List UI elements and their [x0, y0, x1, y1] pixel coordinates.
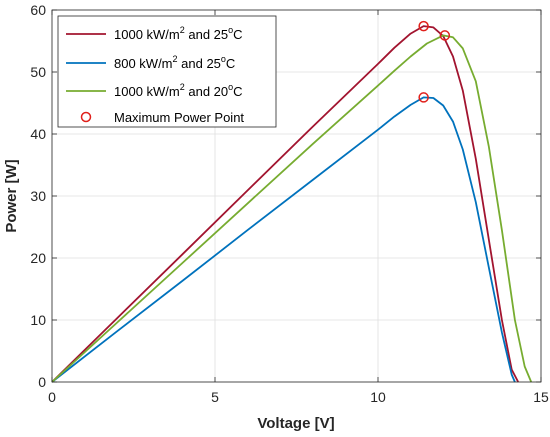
y-tick-label: 40	[30, 126, 46, 142]
x-tick-label: 10	[370, 389, 386, 405]
y-tick-label: 50	[30, 64, 46, 80]
max-power-point-marker	[439, 30, 451, 41]
x-tick-label: 5	[211, 389, 219, 405]
y-ticks: 0 10 20 30 40 50 60	[30, 2, 541, 390]
legend-label-part: C	[233, 84, 242, 99]
legend-label-part: o	[228, 25, 233, 35]
marker-layer	[418, 20, 451, 103]
y-tick-label: 10	[30, 312, 46, 328]
legend-marker-swatch	[80, 111, 92, 123]
y-tick-label: 20	[30, 250, 46, 266]
legend-label-2: 800 kW/m2 and 25oC	[114, 54, 235, 71]
y-tick-label: 60	[30, 2, 46, 18]
legend-label-part: 2	[173, 54, 178, 64]
max-power-point-marker	[418, 92, 429, 103]
legend-label-part: o	[221, 54, 226, 64]
series-line-3	[51, 34, 533, 383]
max-power-point-marker	[418, 20, 429, 32]
x-ticks: 0 5 10 15	[48, 10, 549, 405]
y-tick-label: 0	[38, 374, 46, 390]
legend-label-part: and 20	[185, 84, 228, 99]
legend-label-3: 1000 kW/m2 and 20oC	[114, 82, 243, 99]
legend-label-part: C	[233, 27, 242, 42]
y-axis-label: Power [W]	[3, 159, 20, 232]
legend-label-part: and 25	[185, 27, 228, 42]
legend-label-max-power-point: Maximum Power Point	[114, 110, 244, 125]
legend-label-part: and 25	[178, 56, 221, 71]
legend-label-part: o	[228, 82, 233, 92]
legend-label-part: 1000 kW/m	[114, 84, 180, 99]
x-axis-label: Voltage [V]	[257, 415, 334, 432]
legend-label-part: C	[226, 56, 235, 71]
x-tick-label: 0	[48, 389, 56, 405]
legend-label-part: 1000 kW/m	[114, 27, 180, 42]
legend-label-part: 2	[180, 82, 185, 92]
legend-label-part: 800 kW/m	[114, 56, 173, 71]
x-tick-label: 15	[533, 389, 549, 405]
legend-label-part: 2	[180, 25, 185, 35]
legend-label-1: 1000 kW/m2 and 25oC	[114, 25, 243, 42]
y-tick-label: 30	[30, 188, 46, 204]
